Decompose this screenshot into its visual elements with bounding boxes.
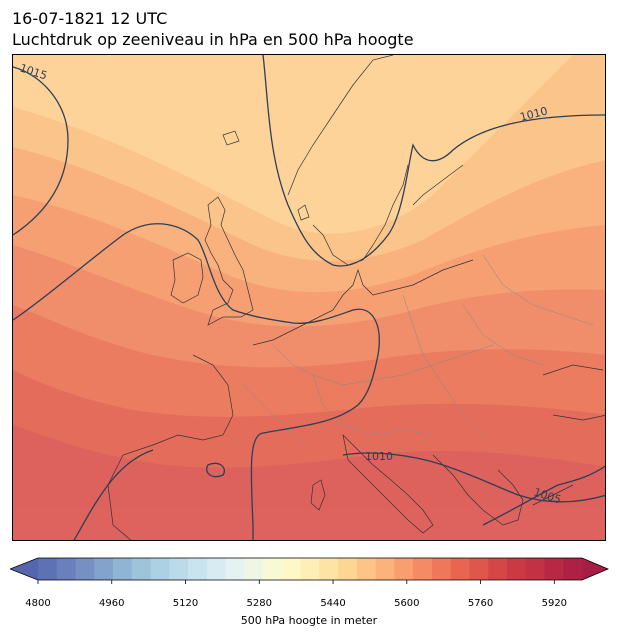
colorbar-segment [300,558,320,580]
balkans-coast [432,454,574,526]
weather-map: 1015 1010 1010 1005 [12,54,606,541]
colorbar-under-arrow [10,558,38,580]
colorbar-segment [113,558,133,580]
border-line-6 [482,254,594,326]
black-sea-coast [542,364,605,421]
colorbar-segment [225,558,245,580]
colorbar-tick-label: 5920 [541,598,568,609]
colorbar-segment [563,558,583,580]
colorbar-segment [450,558,470,580]
colorbar-segment [525,558,545,580]
scandinavia-coast [287,55,464,266]
colorbar-segment [263,558,283,580]
colorbar-segment [188,558,208,580]
map-main-title: Luchtdruk op zeeniveau in hPa en 500 hPa… [12,30,414,49]
colorbar-ticks [37,580,555,584]
colorbar-segment [375,558,395,580]
colorbar-segment [150,558,170,580]
colorbar-segment [38,558,58,580]
colorbar-tick-label: 5280 [246,598,272,609]
border-line-5 [242,384,304,446]
italy-coast [342,433,434,534]
colorbar-segment [75,558,95,580]
colorbar-tick-label: 5120 [172,598,199,609]
border-line-3 [402,294,484,436]
map-date-title: 16-07-1821 12 UTC [12,9,168,28]
colorbar-segment [131,558,152,580]
border-line-2 [312,374,434,436]
isobar-label: 1010 [365,450,393,463]
colorbar-segment [544,558,564,580]
colorbar-segment [413,558,433,580]
colorbar-segment [394,558,414,580]
great-britain-coast [204,196,254,326]
colorbar-tick-label: 4800 [25,598,51,609]
colorbar-segment [206,558,227,580]
isobar-1005 [482,465,605,526]
isobars [13,55,605,540]
colorbar-segment [319,558,339,580]
border-line-1 [272,344,494,386]
isobar-1010-med [342,452,605,503]
colorbar-segment [431,558,452,580]
colorbar-tick-label: 5600 [394,598,420,609]
colorbar-segment [338,558,358,580]
colorbar-over-arrow [582,558,608,580]
colorbar-segments [38,558,583,580]
colorbar-segment [356,558,377,580]
continent-coast [107,259,474,540]
islands-coast [222,130,310,221]
colorbar-tick-label: 5760 [467,598,494,609]
colorbar-tick-label: 5440 [320,598,346,609]
isobar-small-loop [206,462,225,478]
isobar-1010-south [13,223,380,540]
colorbar-segment [506,558,527,580]
coastlines [107,55,605,540]
colorbar-segment [469,558,489,580]
country-borders [242,254,594,446]
border-line-4 [462,304,544,366]
isobar-1015 [13,66,69,236]
isobar-1010-north [262,55,605,267]
colorbar [10,557,610,584]
isobar-1010-iberia [73,449,154,540]
colorbar-segment [281,558,302,580]
colorbar-segment [56,558,77,580]
sardinia-coast [310,479,326,511]
map-svg: 1015 1010 1010 1005 [13,55,605,540]
colorbar-segment [488,558,508,580]
colorbar-segment [169,558,189,580]
colorbar-tick-label: 4960 [99,598,125,609]
colorbar-label: 500 hPa hoogte in meter [240,614,378,627]
ireland-coast [170,252,204,304]
colorbar-outline [10,557,610,581]
colorbar-segment [244,558,264,580]
band-5600 [13,55,573,234]
height-bands [13,55,605,540]
colorbar-segment [94,558,114,580]
